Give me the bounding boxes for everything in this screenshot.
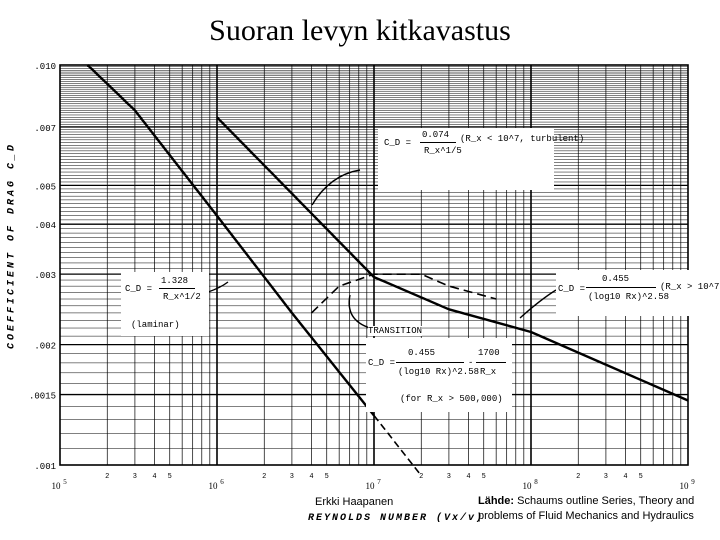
y-axis-label-wrap: COEFFICIENT OF DRAG C_D	[2, 120, 24, 380]
y-tick-labels: .010 .007 .005 .004 .003 .002 .0015 .001	[29, 62, 56, 472]
x-tick-minor: 2	[105, 473, 109, 481]
transition-condition: (for R_x > 500,000)	[400, 394, 503, 404]
transition-label: TRANSITION	[368, 326, 423, 336]
x-tick-minor: 4	[466, 473, 470, 481]
x-tick-decade: 10	[523, 481, 533, 491]
transition-cd-lhs: C_D =	[368, 358, 396, 368]
transition-numerator-1: 0.455	[408, 348, 436, 358]
annotation-arrow	[207, 281, 229, 293]
x-tick-decade: 10	[209, 481, 219, 491]
x-tick-decade: 10	[366, 481, 376, 491]
source-text: Schaums outline Series, Theory and probl…	[478, 495, 695, 522]
x-tick-decade: 10	[52, 481, 62, 491]
chart-grid	[60, 65, 688, 465]
laminar-condition: (laminar)	[131, 320, 180, 330]
prandtl-denominator: (log10 Rx)^2.58	[588, 292, 670, 302]
prandtl-numerator: 0.455	[602, 274, 630, 284]
source-label: Lähde:	[478, 495, 515, 507]
x-tick-minor: 2	[576, 473, 580, 481]
x-tick-minor: 2	[262, 473, 266, 481]
transition-curve	[310, 273, 497, 314]
prandtl-fraction-bar	[586, 287, 656, 288]
x-tick-decade-exp: 6	[220, 478, 224, 486]
x-tick-minor: 4	[152, 473, 156, 481]
transition-minus: -	[468, 358, 474, 368]
laminar-cd-lhs: C_D =	[125, 284, 153, 294]
x-tick-decade: 10	[680, 481, 690, 491]
y-tick-label: .004	[34, 221, 56, 231]
x-tick-decade-exp: 9	[691, 478, 695, 486]
author-name: Erkki Haapanen	[315, 496, 394, 508]
annotation-arrows	[207, 169, 557, 329]
laminar-numerator: 1.328	[161, 276, 189, 286]
x-tick-minor: 3	[604, 473, 608, 481]
laminar-curve	[86, 64, 375, 417]
transition-formula-box: C_D = 0.455 (log10 Rx)^2.58 - 1700 R_x (…	[366, 338, 512, 412]
y-tick-label: .010	[34, 62, 56, 72]
y-tick-label: .001	[34, 462, 56, 472]
transition-denominator-1: (log10 Rx)^2.58	[398, 367, 480, 377]
prandtl-formula-box: C_D = 0.455 (log10 Rx)^2.58 (R_x > 10^7)	[556, 270, 720, 316]
laminar-formula-box: C_D = 1.328 R_x^1/2 (laminar)	[121, 272, 209, 336]
x-axis-label: REYNOLDS NUMBER (Vx/v)	[308, 513, 485, 524]
y-axis-label: COEFFICIENT OF DRAG C_D	[6, 141, 18, 350]
turbulent-numerator: 0.074	[422, 130, 450, 140]
y-tick-label: .007	[34, 124, 56, 134]
y-tick-label: .005	[34, 182, 56, 192]
x-tick-minor: 3	[133, 473, 137, 481]
laminar-denominator: R_x^1/2	[163, 292, 201, 302]
y-tick-label: .002	[34, 342, 56, 352]
transition-denominator-2: R_x	[480, 367, 497, 377]
x-tick-minor: 4	[623, 473, 627, 481]
drag-curves	[86, 64, 689, 477]
turbulent-prandtl-curve	[373, 275, 689, 402]
turbulent-fraction-bar	[420, 142, 456, 143]
x-tick-minor: 5	[482, 473, 486, 481]
prandtl-cd-lhs: C_D =	[558, 284, 586, 294]
annotation-arrow	[348, 294, 371, 329]
transition-fraction-bar-1	[396, 362, 464, 363]
turbulent-condition: (R_x < 10^7, turbulent)	[460, 134, 585, 144]
transition-fraction-bar-2	[476, 362, 506, 363]
annotation-arrow	[311, 169, 361, 206]
page-title: Suoran levyn kitkavastus	[209, 14, 511, 47]
x-tick-labels: 10 5 10 6 10 7 10 8 10 92 3 4 5 2 3 4 5 2 3 4 5 2 3 4 5	[52, 473, 696, 491]
x-tick-decade-exp: 8	[534, 478, 538, 486]
y-tick-label: .003	[34, 271, 56, 281]
x-tick-decade-exp: 7	[377, 478, 381, 486]
turbulent-formula-box: C_D = 0.074 R_x^1/5 (R_x < 10^7, turbule…	[378, 128, 584, 190]
source-citation: Lähde: Schaums outline Series, Theory an…	[478, 494, 718, 524]
transition-numerator-2: 1700	[478, 348, 500, 358]
x-tick-minor: 2	[419, 473, 423, 481]
annotation-arrow	[519, 289, 557, 319]
x-tick-minor: 5	[639, 473, 643, 481]
turbulent-cd-lhs: C_D =	[384, 138, 412, 148]
x-tick-minor: 3	[447, 473, 451, 481]
turbulent-curve	[216, 116, 375, 278]
x-tick-decade-exp: 5	[63, 478, 67, 486]
turbulent-denominator: R_x^1/5	[424, 146, 462, 156]
y-tick-label: .0015	[29, 392, 56, 402]
x-tick-minor: 5	[168, 473, 172, 481]
x-tick-minor: 4	[309, 473, 313, 481]
prandtl-condition: (R_x > 10^7)	[660, 282, 720, 292]
laminar-extension-curve	[373, 415, 422, 477]
x-tick-minor: 3	[290, 473, 294, 481]
x-tick-minor: 5	[325, 473, 329, 481]
laminar-fraction-bar	[159, 288, 195, 289]
